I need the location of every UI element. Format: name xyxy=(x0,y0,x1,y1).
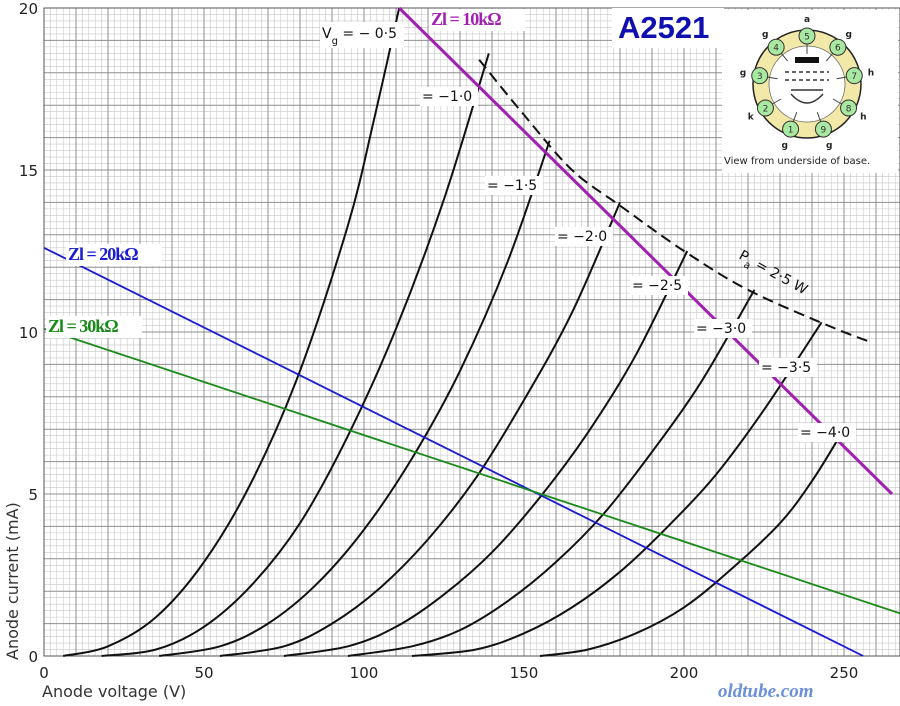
pin-circle xyxy=(751,67,769,85)
pin-circle xyxy=(840,99,858,117)
y-axis-label: Anode current (mA) xyxy=(3,502,22,660)
pin-function-label: a xyxy=(804,15,810,25)
x-tick-label: 100 xyxy=(350,664,379,682)
y-tick-label: 0 xyxy=(28,648,38,666)
anode-curve-line xyxy=(539,428,845,657)
label-background xyxy=(320,22,404,48)
label-background xyxy=(555,227,613,246)
pin-circle xyxy=(814,120,832,138)
load-line-label: Zl = 30kΩ xyxy=(48,316,118,336)
pin-function-label: k xyxy=(748,113,755,123)
label-background xyxy=(694,319,752,338)
x-tick-label: 250 xyxy=(830,664,859,682)
pin-function-label: h xyxy=(868,69,874,79)
anode-curve-line xyxy=(101,53,490,657)
pin-function-label: h xyxy=(860,113,866,123)
x-tick-label: 150 xyxy=(510,664,539,682)
label-background xyxy=(66,244,162,266)
pin-circle xyxy=(782,120,800,138)
max-dissipation-curve xyxy=(478,59,870,343)
load-line-label: Zl = 20kΩ xyxy=(68,244,138,264)
anode-curve-line xyxy=(219,202,621,657)
curve-label: = −1·5 xyxy=(487,178,537,194)
x-tick-labels: 0 50 100 150 200 250 xyxy=(39,664,858,682)
pin-circle xyxy=(798,27,816,45)
x-tick-label: 0 xyxy=(39,664,49,682)
pin-function-label: g xyxy=(846,30,852,40)
watermark: oldtube.com xyxy=(718,681,814,702)
anode-curve-line xyxy=(159,140,551,657)
load-line xyxy=(398,6,894,496)
label-background xyxy=(46,316,142,338)
pin-number: 4 xyxy=(773,44,779,54)
y-tick-label: 5 xyxy=(28,486,38,504)
dissipation-label: Pa = 2·5 W xyxy=(734,248,810,302)
load-line-label: Zl = 10kΩ xyxy=(431,9,501,29)
pin-number: 5 xyxy=(804,33,810,43)
curve-label: = −1·0 xyxy=(422,89,472,105)
curve-label: = −3·5 xyxy=(761,360,811,376)
chart-title: A2521 xyxy=(618,10,709,45)
anode-curve-line xyxy=(62,7,401,657)
pin-number: 9 xyxy=(821,126,827,136)
pin-number: 7 xyxy=(851,72,857,82)
load-line xyxy=(43,327,900,615)
load-line xyxy=(43,246,864,657)
pin-circle xyxy=(829,38,847,56)
label-background xyxy=(429,9,525,31)
curve-labels: Vg = − 0·5 = −1·0 = −1·5 = −2·0 = −2·5 = −3·0… xyxy=(46,9,856,442)
pin-function-label: g xyxy=(782,141,788,151)
y-tick-labels: 0 5 10 15 20 xyxy=(19,0,38,666)
y-tick-label: 20 xyxy=(19,0,38,18)
curve-label: = −2·5 xyxy=(632,278,682,294)
curve-label: = −3·0 xyxy=(696,321,746,337)
cathode-heater-icon xyxy=(790,89,824,104)
pin-circle xyxy=(756,99,774,117)
anode-plate-icon xyxy=(795,57,819,63)
label-background xyxy=(798,423,856,442)
pin-number: 3 xyxy=(757,72,763,82)
curve-label: = −2·0 xyxy=(557,229,607,245)
curve-label: = −4·0 xyxy=(800,425,850,441)
x-tick-label: 200 xyxy=(670,664,699,682)
pin-function-label: g xyxy=(740,69,746,79)
label-background xyxy=(759,358,817,377)
anode-curve-line xyxy=(347,289,756,657)
plot-frame xyxy=(43,7,900,657)
load-lines xyxy=(43,6,900,657)
pin-number: 2 xyxy=(763,105,769,115)
pin-number: 1 xyxy=(788,126,794,136)
y-tick-label: 10 xyxy=(19,324,38,342)
label-background xyxy=(485,176,543,195)
pin-number: 6 xyxy=(835,44,841,54)
pin-function-label: g xyxy=(826,141,832,151)
pin-function-label: g xyxy=(762,30,768,40)
anode-curve-line xyxy=(283,250,689,657)
dissipation-curve-line xyxy=(478,59,870,343)
pin-circle xyxy=(767,38,785,56)
pin-circle xyxy=(845,67,863,85)
y-tick-label: 15 xyxy=(19,162,38,180)
pin-number: 8 xyxy=(846,105,852,115)
inset-caption: View from underside of base. xyxy=(724,156,870,167)
curve-label-vg-0-5: Vg = − 0·5 xyxy=(322,26,397,47)
anode-curves xyxy=(62,7,845,657)
title-background xyxy=(612,8,724,48)
x-tick-label: 50 xyxy=(194,664,213,682)
anode-curve-line xyxy=(411,321,823,657)
label-background xyxy=(630,276,688,295)
x-axis-label: Anode voltage (V) xyxy=(42,682,186,701)
label-background xyxy=(420,87,478,106)
